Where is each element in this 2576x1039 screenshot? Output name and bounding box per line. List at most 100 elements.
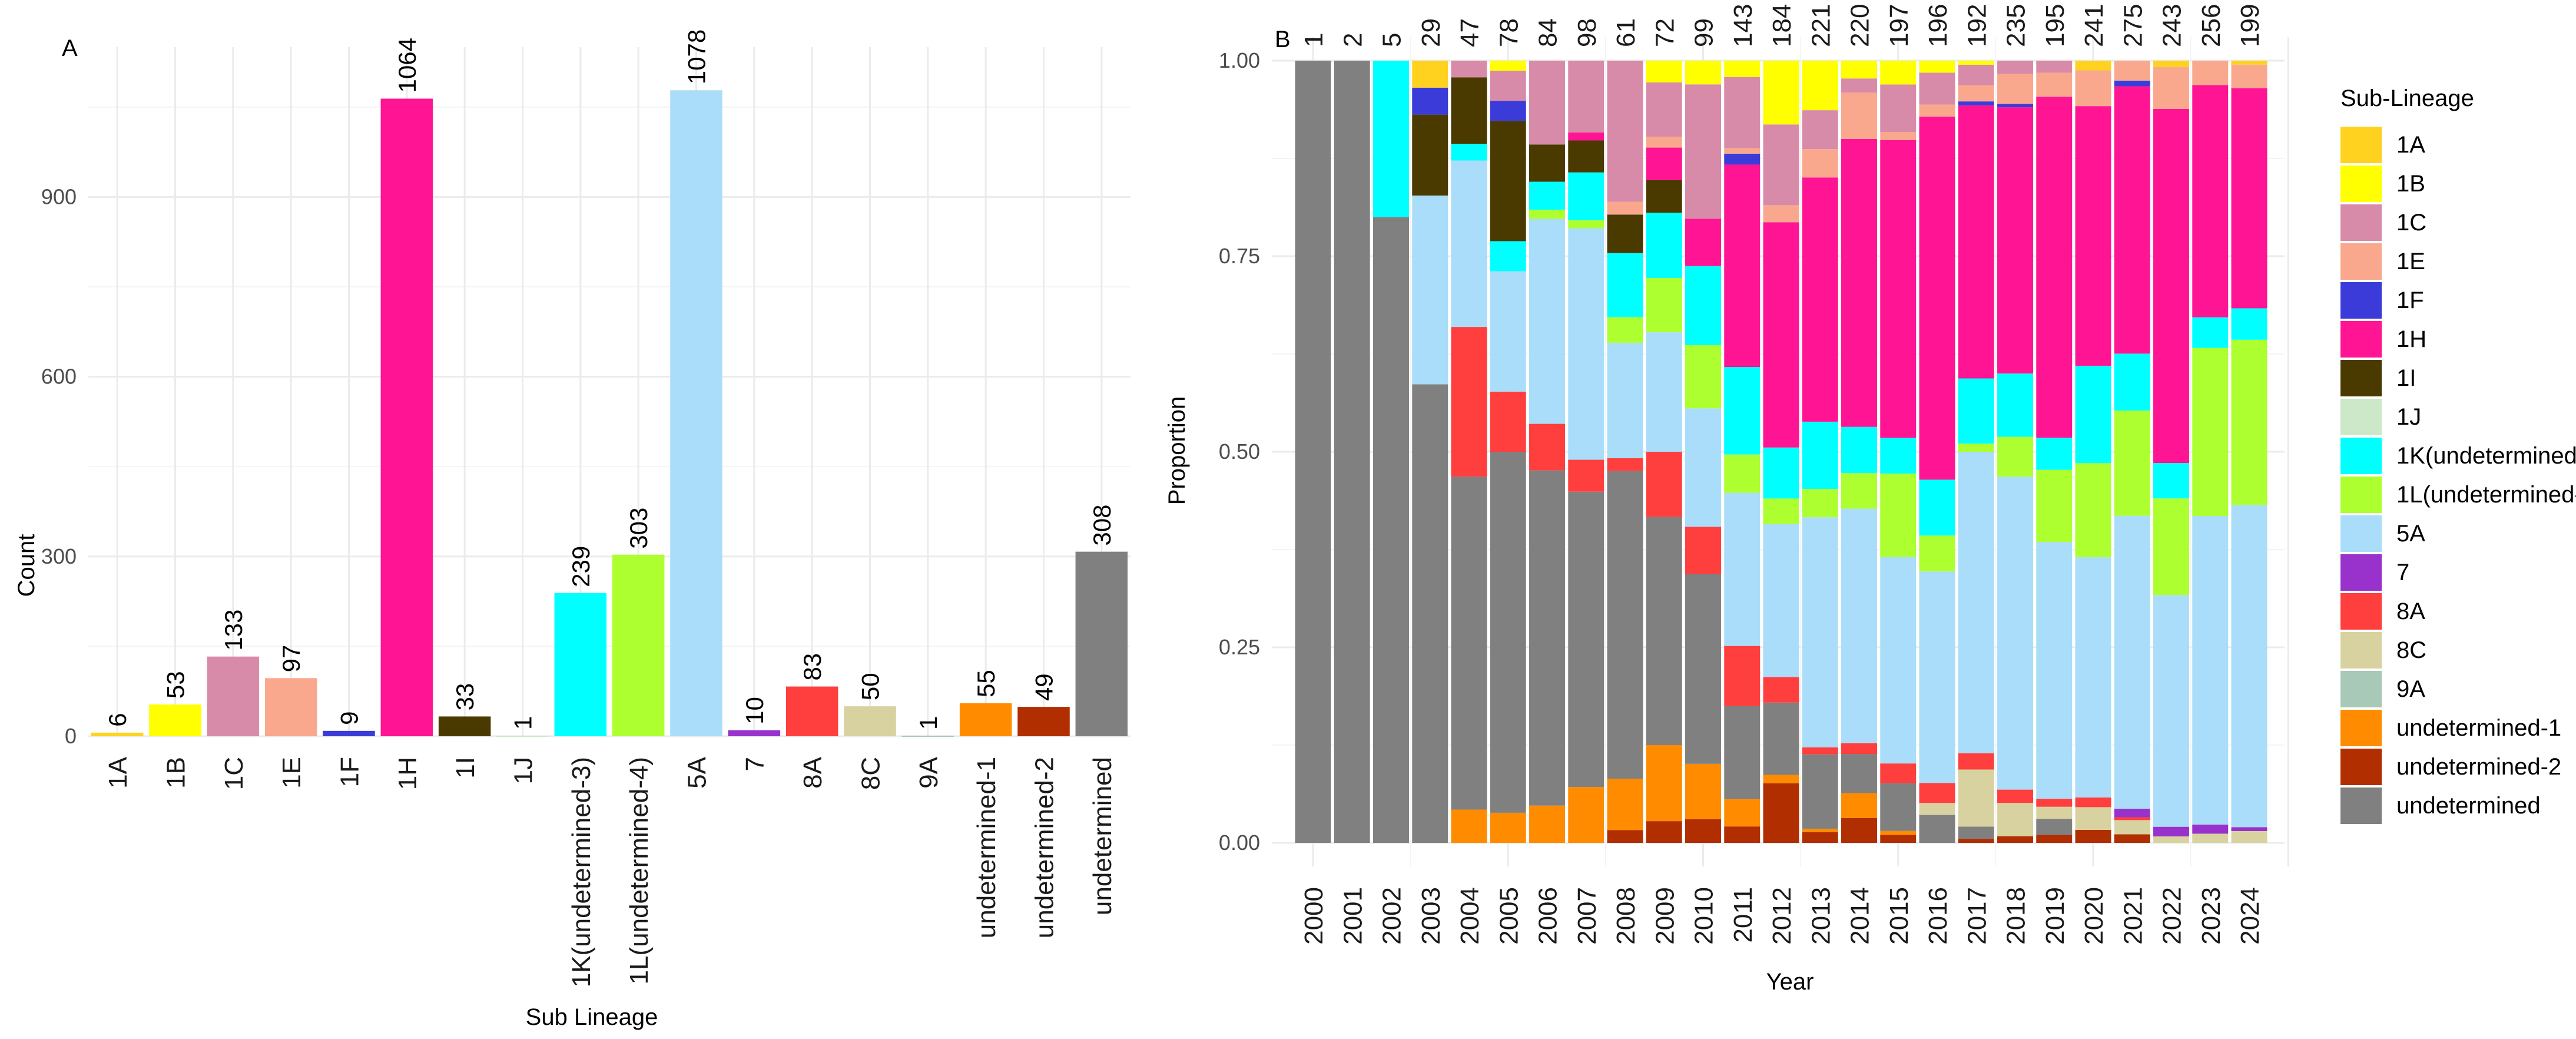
segment-1l-undetermined-4- [1958,444,1994,452]
stacked-bar-2016 [1919,61,1955,843]
segment-undetermined-1 [1490,812,1526,843]
year-total-label: 184 [1768,4,1796,47]
segment-1b [1880,61,1917,85]
stacked-bar-2000 [1295,61,1331,843]
segment-1a [2231,61,2267,65]
stacked-bar-2005 [1490,61,1526,843]
year-total-label: 275 [2119,4,2147,47]
segment-5a [1919,571,1955,783]
segment-1k-undetermined-3- [2036,438,2073,470]
segment-undetermined-2 [1880,835,1917,843]
segment-undetermined [1685,574,1721,764]
segment-1f [1412,87,1448,115]
segment-1k-undetermined-3- [1451,144,1487,161]
x-tick-label: 2014 [1846,887,1875,945]
segment-undetermined-2 [1646,821,1682,843]
segment-8c [2036,806,2073,819]
segment-5a [1451,160,1487,327]
segment-7 [2231,827,2267,831]
legend-label: 1C [2396,210,2426,236]
segment-5a [1685,408,1721,527]
segment-8a [1607,458,1643,471]
segment-1h [2192,85,2229,317]
panel-b-proportion-chart: B Proportion Year Sub-Lineage 0.00 0.25 0.… [1164,4,2576,995]
x-tick-label: 2015 [1885,887,1914,945]
x-tick-label: undetermined-2 [1030,757,1059,938]
bar-value-label: 308 [1088,505,1116,546]
segment-undetermined [1373,217,1409,843]
segment-1e [1646,137,1682,148]
segment-1b [1685,61,1721,85]
segment-1l-undetermined-4- [2114,410,2150,516]
y-tick-label: 900 [41,184,77,209]
segment-8a [1568,459,1604,492]
segment-undetermined-2 [1997,836,2033,843]
segment-undetermined-2 [1724,826,1761,843]
segment-1k-undetermined-3- [1607,253,1643,317]
legend-key [2340,127,2382,163]
segment-8c [1919,803,1955,815]
segment-undetermined-1 [1685,763,1721,819]
y-tick-label: 0.25 [1219,635,1260,659]
legend-label: 1K(undetermined-3) [2396,443,2576,469]
legend-label: 1B [2396,171,2425,197]
bar-1e [264,678,317,736]
x-tick-label: 2012 [1768,887,1796,945]
segment-8c [2192,833,2229,843]
segment-undetermined-2 [1841,818,1877,843]
year-total-label: 221 [1806,4,1835,47]
legend-key [2340,787,2382,824]
year-total-label: 256 [2197,4,2226,47]
segment-undetermined [2036,819,2073,835]
segment-5a [1724,492,1761,646]
x-tick-label: 1C [220,757,248,790]
segment-undetermined-2 [2114,834,2150,843]
segment-1c [1607,61,1643,202]
year-total-label: 5 [1378,33,1407,47]
x-tick-label: 2006 [1534,887,1563,945]
year-total-label: 235 [2002,4,2031,47]
y-tick-label: 300 [41,544,77,568]
x-tick-label: 2004 [1456,887,1484,945]
segment-1c [1685,84,1721,219]
segment-5a [2114,515,2150,809]
segment-1h [2114,86,2150,354]
year-total-label: 196 [1924,4,1952,47]
bar-1h [380,98,433,737]
bar-undetermined-1 [959,703,1012,736]
x-tick-label: 2023 [2197,887,2226,945]
legend-key [2340,632,2382,669]
x-tick-label: 2001 [1338,887,1367,945]
segment-undetermined-1 [1451,809,1487,843]
x-tick-label: 8C [857,757,886,790]
segment-8a [2075,797,2111,808]
legend-label: 1F [2396,287,2424,313]
segment-1k-undetermined-3- [1646,213,1682,278]
bar-value-label: 1078 [683,29,711,84]
segment-undetermined-1 [1880,830,1917,835]
segment-8a [1724,646,1761,706]
segment-1c [1451,61,1487,78]
legend-label: undetermined-1 [2396,715,2561,741]
legend-title: Sub-Lineage [2340,85,2474,111]
bar-value-label: 133 [220,610,247,651]
segment-1k-undetermined-3- [1841,426,1877,474]
legend-label: 7 [2396,560,2409,585]
year-total-label: 199 [2236,4,2265,47]
x-tick-label: 2002 [1378,887,1407,945]
legend-label: 1L(undetermined-4) [2396,482,2576,508]
segment-8a [1529,423,1565,471]
segment-1e [2036,72,2073,97]
segment-undetermined [1646,517,1682,745]
stacked-bar-2010 [1685,61,1721,843]
panel-b-x-axis-title: Year [1766,969,1814,995]
stacked-bar-2002 [1373,61,1409,843]
segment-1b [1958,61,1994,65]
x-tick-label: 1I [451,757,480,779]
x-tick-label: 2009 [1650,887,1679,945]
x-tick-label: 1B [162,757,191,789]
stacked-bar-2001 [1334,61,1370,843]
segment-1e [2153,67,2189,109]
legend-key [2340,477,2382,513]
segment-1f [1997,104,2033,108]
